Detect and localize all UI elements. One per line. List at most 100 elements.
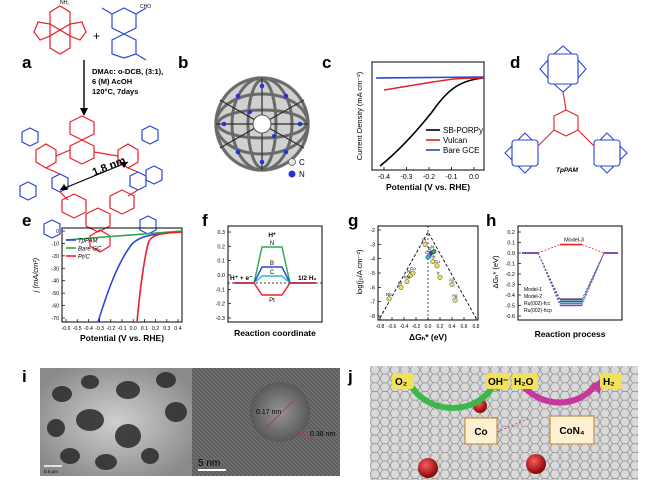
label-h-star: H* — [268, 232, 276, 239]
y-tick-label-f: 0.0 — [217, 273, 225, 279]
y-axis-label-h: ΔGₕ* (eV) — [491, 255, 500, 289]
y-tick-label-g: -5 — [370, 271, 375, 277]
condition-3: 120°C, 7days — [92, 87, 138, 96]
oh-bubble — [486, 373, 510, 389]
energy-levels — [522, 243, 618, 307]
curve-bare-gce — [375, 76, 485, 79]
y-tick-label-f: -0.3 — [216, 316, 225, 322]
curve-sb-porpy — [379, 77, 485, 167]
volcano-point-w — [398, 284, 404, 290]
x-axis-label-g: ΔGₕ* (eV) — [409, 332, 447, 342]
panel-b: b — [178, 53, 310, 179]
x-tick-label-g: 0.4 — [449, 324, 456, 330]
x-axis-label-c: Potential (V vs. RHE) — [386, 182, 470, 192]
oh-label: OH⁻ — [488, 377, 508, 388]
x-tick-label-e: -0.5 — [73, 326, 82, 332]
h-connector — [581, 252, 605, 302]
legend-e: TpPAM Bare GC Pt/C — [66, 239, 102, 261]
y-tick-label-e: -70 — [52, 316, 60, 322]
reaction-arrowhead — [80, 108, 88, 116]
volcano-point-label: B — [428, 246, 431, 251]
volcano-lines — [379, 231, 477, 319]
y-ticks-f: 0.3 0.2 0.1 0.0 -0.1 -0.2 -0.3 — [216, 230, 231, 322]
x-tick-label-g: -0.4 — [400, 324, 409, 330]
y-tick-label-h: -0.5 — [506, 304, 515, 310]
lattice-marker-1 — [265, 399, 295, 429]
her-arrow — [517, 378, 602, 406]
plus-sign: + — [93, 29, 100, 43]
d-spacing-1: 0.17 nm — [256, 409, 281, 416]
x-tick-label-e: -0.1 — [118, 326, 127, 332]
reactant-amine: NH₂ — [33, 0, 87, 55]
x-tick-label-e: -0.3 — [95, 326, 104, 332]
x-tick-label-e: 0.3 — [163, 326, 170, 332]
y-tick-label-e: -60 — [52, 304, 60, 310]
y-tick-label-f: -0.1 — [216, 287, 225, 293]
panel-label-j: j — [347, 367, 353, 386]
volcano-point-n — [431, 249, 437, 254]
path-pt — [234, 282, 316, 296]
volcano-point-label: Nb — [386, 292, 392, 297]
panel-e: e TpPAM Bare GC Pt/C -0.6 -0.5 -0.4 -0.3 -0.… — [22, 211, 183, 343]
panel-label-g: g — [348, 211, 358, 230]
tppam-structure — [504, 45, 628, 174]
co-nanoparticle-2 — [418, 458, 438, 478]
label-c: C — [270, 270, 275, 276]
y-tick-label-g: -4 — [370, 257, 375, 263]
y-tick-label-g: -7 — [370, 300, 375, 306]
y-tick-label-f: -0.2 — [216, 302, 225, 308]
h2-bubble — [600, 373, 622, 389]
legend-h: Model-3 Model-1Model-2Ru(002)-fccRu(002)-… — [524, 238, 584, 314]
panel-h: h 0.2 0.1 0.0 -0.1 -0.2 -0.3 -0.4 -0.5 -0.6 Mode… — [486, 211, 623, 339]
volcano-point-cu — [434, 263, 440, 269]
x-ticks-g: -0.8 -0.6 -0.4 -0.2 0.0 0.2 0.4 0.6 0.8 — [376, 317, 480, 330]
label-hplus: H⁺ + e⁻ — [230, 275, 253, 282]
volcano-point-mo — [404, 279, 410, 285]
x-tick-label-c: 0.0 — [469, 174, 479, 181]
y-tick-label-h: -0.6 — [506, 314, 515, 320]
volcano-point-nb — [386, 296, 392, 302]
y-tick-label-e: -30 — [52, 266, 60, 272]
panel-label-e: e — [22, 211, 31, 230]
volcano-point-label: C — [425, 250, 429, 255]
y-tick-label-h: -0.2 — [506, 272, 515, 278]
y-tick-label-f: 0.3 — [217, 230, 225, 236]
volcano-point-label: Mo — [404, 275, 411, 280]
x-tick-label-g: -0.6 — [388, 324, 397, 330]
scale-label-left: 0.5 μm — [44, 469, 58, 474]
volcano-point-label: Au — [449, 277, 455, 282]
x-axis-label-h: Reaction process — [535, 329, 606, 339]
panel-f: f H* N B C Pt H⁺ + e⁻ 1/2 H₂ 0.30.20.10.… — [202, 211, 323, 338]
x-tick-label-c: -0.4 — [378, 174, 390, 181]
legend-vulcan: Vulcan — [443, 136, 467, 145]
panel-label-c: c — [322, 53, 331, 72]
volcano-point-label: W — [398, 280, 403, 285]
panel-i: i — [22, 367, 340, 476]
co-box — [464, 417, 498, 445]
x-tick-label-e: -0.4 — [84, 326, 93, 332]
h-legend-label: Ru(002)-fcc — [524, 301, 551, 307]
volcano-point-c — [425, 254, 431, 260]
y-ticks-h: 0.2 0.1 0.0 -0.1 -0.2 -0.3 -0.4 -0.5 -0.6 — [506, 230, 521, 320]
tem-particles — [47, 372, 187, 470]
legend-n-marker — [288, 170, 296, 178]
y-tick-label-g: -6 — [370, 285, 375, 291]
y-axis-label-e: j (mA/cm²) — [31, 257, 40, 293]
volcano-point-label: Cu — [434, 259, 440, 264]
d-spacing-2: 0.38 nm — [310, 431, 335, 438]
active-site-link — [496, 417, 531, 433]
x-axis-label-e: Potential (V vs. RHE) — [80, 333, 164, 343]
legend-bare-gc: Bare GC — [78, 247, 102, 253]
co-nanoparticle-3 — [526, 454, 546, 474]
h-connector — [581, 252, 605, 300]
x-ticks-e: -0.6 -0.5 -0.4 -0.3 -0.2 -0.1 0.0 0.1 0.2 0.3 0.4 — [62, 319, 182, 332]
y-tick-label-h: 0.1 — [507, 241, 515, 247]
x-tick-label-g: 0.2 — [437, 324, 444, 330]
y-tick-label-h: 0.0 — [507, 251, 515, 257]
legend-bare-gce: Bare GCE — [443, 146, 479, 155]
volcano-point-co — [410, 270, 416, 276]
reactant-aldehyde: CHO — [101, 4, 151, 61]
